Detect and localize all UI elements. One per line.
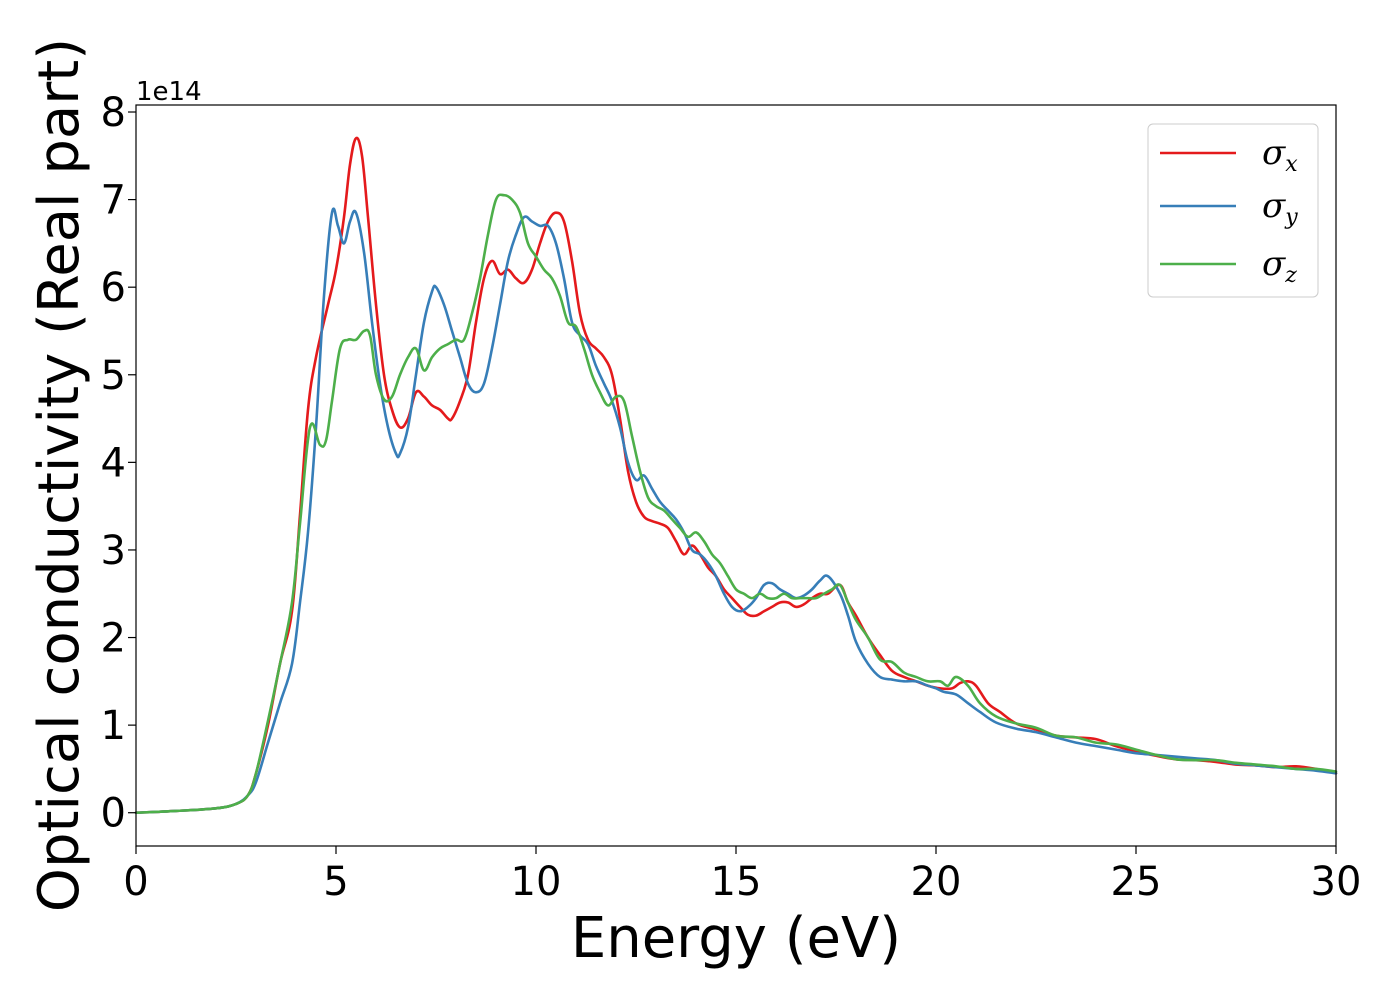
legend-label-sigma-z: σz [1262, 244, 1297, 288]
series-layer [134, 136, 1338, 815]
y-tick-label: 8 [101, 90, 126, 136]
y-tick-label: 7 [101, 178, 126, 224]
y-tick-label: 4 [101, 440, 126, 486]
series-line-sigma-y [134, 207, 1338, 815]
x-tick-label: 15 [711, 859, 762, 905]
series-line-sigma-x [134, 136, 1338, 815]
x-tick-label: 5 [323, 859, 348, 905]
y-axis-ticks: 0 1 2 3 4 5 6 7 8 [101, 90, 136, 837]
y-axis-label: Optical conductivity (Real part) [27, 38, 92, 912]
x-tick-label: 0 [123, 859, 148, 905]
series-line-sigma-z [134, 193, 1338, 815]
legend-label-sigma-x: σx [1262, 133, 1298, 177]
y-tick-label: 3 [101, 528, 126, 574]
x-tick-label: 10 [511, 859, 562, 905]
legend-box [1147, 123, 1319, 298]
y-tick-label: 1 [101, 703, 126, 749]
x-axis-ticks: 0 5 10 15 20 25 30 [123, 846, 1361, 905]
x-tick-label: 25 [1111, 859, 1162, 905]
y-tick-label: 6 [101, 265, 126, 311]
x-tick-label: 30 [1311, 859, 1362, 905]
legend-label-sigma-y: σy [1262, 186, 1298, 230]
y-offset-label: 1e14 [136, 77, 202, 107]
x-axis-label: Energy (eV) [571, 906, 901, 971]
legend: σx σy σz [1147, 123, 1319, 298]
y-tick-label: 0 [101, 791, 126, 837]
y-tick-label: 2 [101, 616, 126, 662]
x-tick-label: 20 [911, 859, 962, 905]
y-tick-label: 5 [101, 353, 126, 399]
